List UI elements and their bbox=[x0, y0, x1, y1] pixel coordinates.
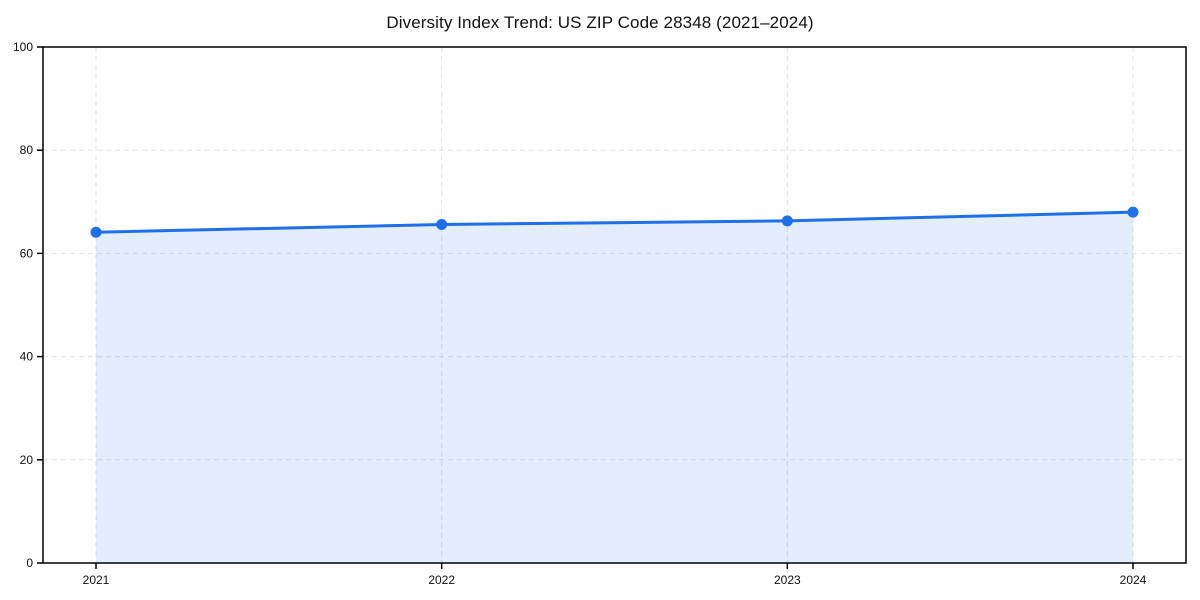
data-point bbox=[436, 219, 448, 231]
y-tick-label: 60 bbox=[20, 246, 34, 260]
trend-line bbox=[94, 210, 1135, 234]
y-tick-label: 80 bbox=[20, 143, 34, 157]
x-tick-label: 2023 bbox=[774, 573, 801, 587]
y-tick-label: 0 bbox=[26, 556, 33, 570]
y-tick-label: 20 bbox=[20, 453, 34, 467]
y-tick-label: 40 bbox=[20, 350, 34, 364]
data-point bbox=[1127, 206, 1139, 218]
plot-border bbox=[42, 46, 1187, 564]
x-tick-label: 2024 bbox=[1120, 573, 1147, 587]
data-point bbox=[781, 215, 793, 227]
data-point bbox=[90, 226, 102, 238]
area-fill bbox=[96, 212, 1133, 563]
x-tick-label: 2021 bbox=[83, 573, 110, 587]
x-tick-label: 2022 bbox=[428, 573, 455, 587]
y-tick-label: 100 bbox=[13, 40, 33, 54]
chart-title: Diversity Index Trend: US ZIP Code 28348… bbox=[386, 13, 814, 32]
